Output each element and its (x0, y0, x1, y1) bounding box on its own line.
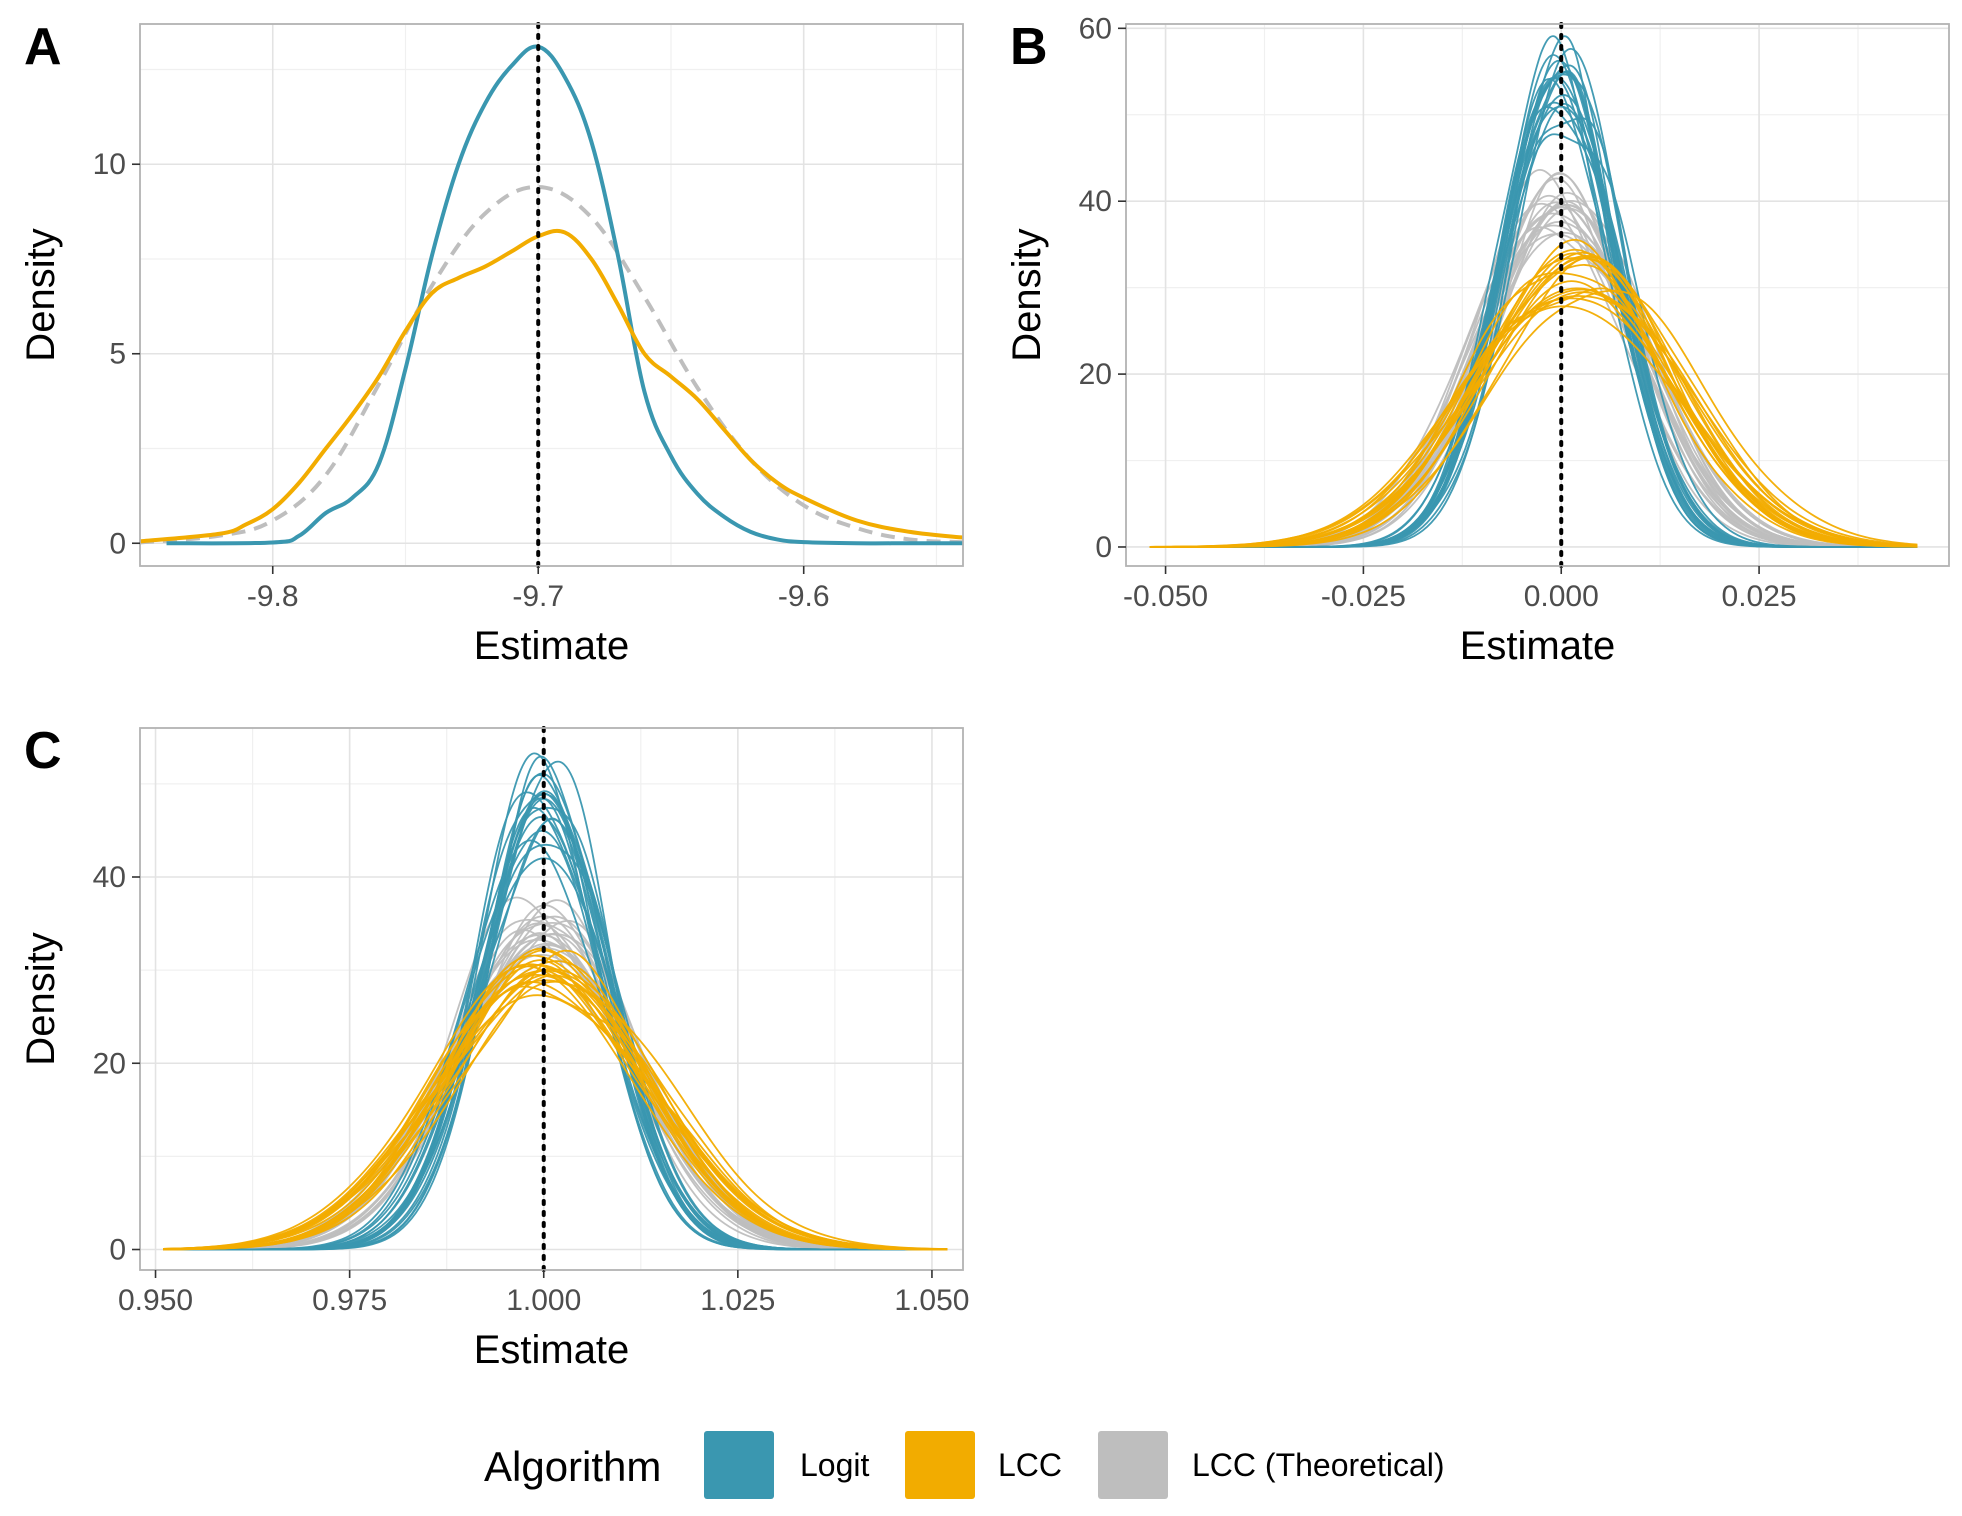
y-axis-label: Density (19, 932, 63, 1065)
density-line-lcc (1149, 305, 1918, 548)
x-tick-label: -9.6 (778, 580, 830, 613)
y-tick-label: 0 (109, 1234, 126, 1267)
legend-key-logit (704, 1431, 774, 1499)
y-tick-label: 20 (1079, 358, 1112, 391)
x-tick-label: 0.975 (312, 1284, 387, 1317)
density-line-lcc (163, 974, 948, 1251)
density-line-lcc-theoretical (163, 899, 948, 1251)
panel-border (139, 23, 964, 567)
panel-tag: C (24, 722, 62, 780)
y-tick-label: 20 (93, 1047, 126, 1080)
plot-background (140, 24, 963, 566)
legend-label: LCC (Theoretical) (1192, 1447, 1445, 1483)
x-tick-label: 1.050 (894, 1284, 969, 1317)
legend-key-lcc-theoretical (1098, 1431, 1168, 1499)
density-line-lcc (1149, 254, 1918, 548)
y-tick-label: 60 (1079, 12, 1112, 45)
legend-label: LCC (998, 1447, 1062, 1483)
x-axis-label: Estimate (1460, 624, 1616, 668)
y-tick-label: 40 (1079, 185, 1112, 218)
legend-title: Algorithm (484, 1443, 661, 1490)
legend: Algorithm Logit LCC LCC (Theoretical) (484, 1431, 1445, 1499)
y-axis-label: Density (19, 228, 63, 361)
panel-a: -9.8 -9.7 -9.6 0 5 10 Estimate Density A (19, 18, 964, 668)
x-tick-label: -0.025 (1321, 580, 1406, 613)
y-tick-label: 0 (1095, 531, 1112, 564)
y-tick-label: 40 (93, 861, 126, 894)
x-tick-label: 1.025 (700, 1284, 775, 1317)
density-line-lcc (1149, 287, 1918, 548)
density-line-logit (1149, 70, 1918, 548)
density-line-lcc-theoretical (163, 915, 948, 1251)
density-line-lcc (163, 963, 948, 1251)
density-curves (163, 752, 948, 1251)
panel-border (1125, 23, 1950, 567)
x-tick-label: 0.025 (1722, 580, 1797, 613)
x-tick-label: 1.000 (506, 1284, 581, 1317)
panel-b: -0.050 -0.025 0.000 0.025 0 20 40 60 Estimate Den… (1005, 12, 1950, 668)
panel-tag: A (24, 18, 62, 76)
density-line-logit (163, 791, 948, 1251)
plot-background (140, 728, 963, 1270)
x-tick-label: -9.8 (247, 580, 299, 613)
panel-c: 0.950 0.975 1.000 1.025 1.050 0 20 40 Estimate De… (19, 722, 969, 1372)
legend-label: Logit (800, 1447, 870, 1483)
y-axis-label: Density (1005, 228, 1049, 361)
panel-tag: B (1010, 18, 1048, 76)
x-axis-label: Estimate (474, 624, 630, 668)
x-tick-label: -0.050 (1123, 580, 1208, 613)
panel-border (139, 727, 964, 1271)
density-line-logit (166, 44, 963, 546)
density-curves (1149, 35, 1918, 548)
x-tick-label: -9.7 (512, 580, 564, 613)
x-axis-label: Estimate (474, 1328, 630, 1372)
x-tick-label: 0.950 (118, 1284, 193, 1317)
y-tick-label: 5 (109, 338, 126, 371)
x-tick-label: 0.000 (1524, 580, 1599, 613)
y-tick-label: 10 (93, 148, 126, 181)
y-tick-label: 0 (109, 527, 126, 560)
legend-key-lcc (905, 1431, 975, 1499)
